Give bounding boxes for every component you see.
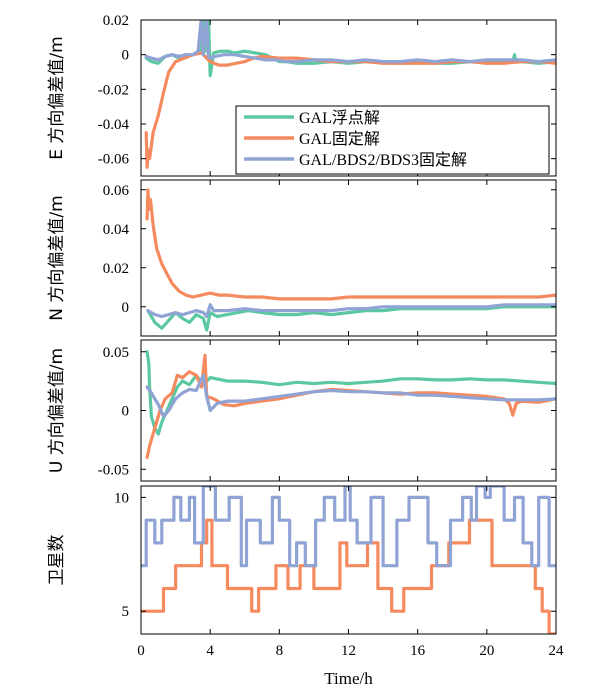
x-tick-label-3: 12 [341, 643, 356, 659]
y-tick-label-N-3: 0 [122, 300, 130, 316]
y-tick-label-E-4: -0.06 [98, 152, 130, 168]
y-tick-label-U-1: 0 [122, 404, 130, 420]
y-axis-label-E: E 方向偏差值/m [47, 36, 67, 159]
y-tick-label-U-0: 0.05 [103, 345, 129, 361]
x-axis-label: Time/h [324, 669, 373, 688]
y-tick-label-E-2: -0.02 [98, 82, 129, 98]
panel-SAT: 10 5 卫星数 [47, 485, 557, 635]
y-tick-label-N-0: 0.06 [103, 183, 130, 199]
y-tick-label-E-0: 0.02 [103, 13, 129, 29]
x-tick-label-4: 16 [410, 643, 426, 659]
x-tick-label-5: 20 [479, 643, 494, 659]
legend-entry-2: GAL/BDS2/BDS3固定解 [299, 151, 467, 169]
series-line-U-2 [145, 373, 556, 418]
panel-N: 0.06 0.04 0.02 0 N 方向偏差值/m [47, 179, 557, 337]
y-tick-label-SAT-1: 5 [122, 604, 130, 620]
x-tick-label-2: 8 [276, 643, 284, 659]
y-axis-label-U: U 方向偏差值/m [47, 348, 67, 473]
legend-entry-1: GAL固定解 [299, 130, 380, 148]
y-tick-label-N-2: 0.02 [103, 261, 129, 277]
legend: GAL浮点解 GAL固定解 GAL/BDS2/BDS3固定解 [235, 105, 550, 175]
x-tick-label-6: 24 [549, 643, 565, 659]
y-axis-label-SAT: 卫星数 [47, 535, 67, 586]
legend-entry-0: GAL浮点解 [299, 109, 380, 127]
y-tick-label-U-2: -0.05 [98, 462, 129, 478]
panel-E: 0.02 0 -0.02 -0.04 -0.06 E 方向偏差值/m [47, 13, 557, 177]
panel-U: 0.05 0 -0.05 U 方向偏差值/m [47, 339, 557, 482]
series-line-U-0 [145, 350, 556, 436]
series-line-N-1 [145, 188, 556, 301]
y-tick-label-N-1: 0.04 [103, 222, 130, 238]
series-line-N-0 [146, 305, 556, 332]
series-line-SAT-0 [141, 518, 556, 634]
x-tick-label-0: 0 [137, 643, 145, 659]
series-line-SAT-1 [141, 486, 556, 568]
series-line-E-2 [144, 20, 556, 64]
y-tick-label-E-3: -0.04 [98, 117, 130, 133]
series-line-N-2 [146, 303, 556, 319]
x-tick-label-1: 4 [206, 643, 214, 659]
y-tick-label-E-1: 0 [122, 48, 130, 64]
y-axis-label-N: N 方向偏差值/m [47, 195, 67, 320]
y-tick-label-SAT-0: 10 [114, 490, 129, 506]
